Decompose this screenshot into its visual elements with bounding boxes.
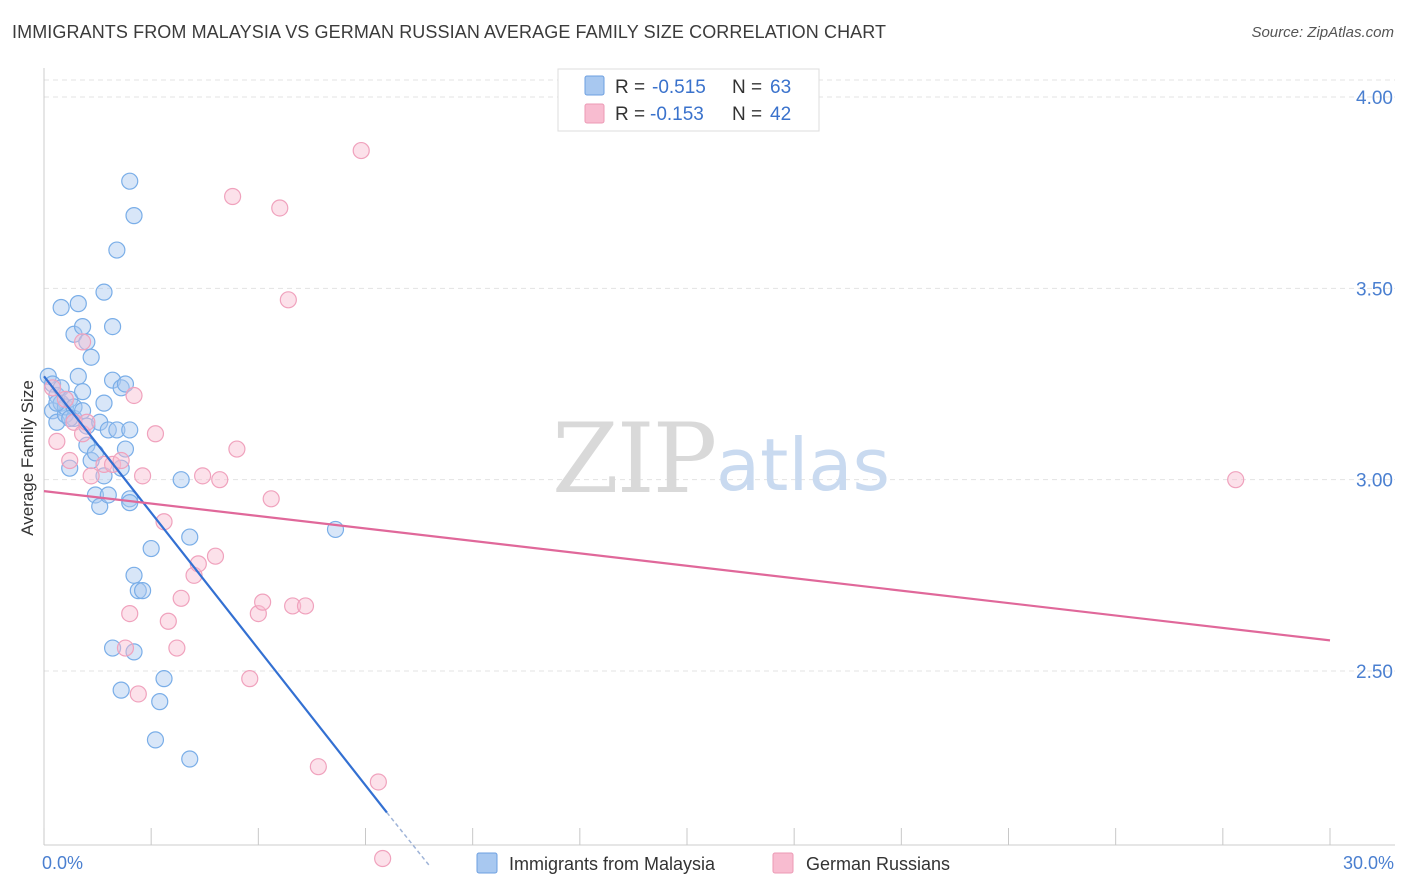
watermark-zip-text: ZIP (552, 403, 715, 515)
axes: 2.50 3.00 3.50 4.00 (43, 68, 1395, 846)
malaysia-point (121, 421, 139, 439)
source-credit: Source: ZipAtlas.com (1251, 24, 1394, 41)
german-russians-point (112, 451, 130, 470)
malaysia-point (151, 693, 169, 711)
legend-n-label-malaysia: N = (732, 77, 762, 98)
legend-r-value-malaysia: -0.515 (652, 77, 706, 98)
german-russians-point (271, 199, 289, 217)
malaysia-point (95, 283, 113, 301)
german-russians-point (352, 141, 370, 160)
y-tick-label: 2.50 (1356, 662, 1393, 683)
legend-n-label-german-russians: N = (732, 104, 762, 125)
malaysia-point (181, 528, 199, 546)
malaysia-point (146, 731, 165, 749)
malaysia-point (125, 643, 143, 661)
malaysia-trend-line (43, 375, 388, 814)
german-russians-point (228, 440, 246, 458)
german-russians-point (254, 593, 272, 611)
german-russians-point (224, 187, 242, 206)
german-russians-point (146, 425, 165, 443)
malaysia-point (116, 375, 135, 393)
german-russians-point (73, 333, 92, 351)
legend-n-value-german-russians: 42 (770, 104, 791, 125)
malaysia-point (133, 582, 152, 600)
malaysia-point (108, 421, 126, 439)
german-russians-point (369, 773, 387, 791)
series-legend: Immigrants from Malaysia German Russians (476, 852, 950, 874)
malaysia-point (121, 490, 139, 508)
legend-r-value-german-russians: -0.153 (650, 104, 704, 125)
german-russians-point (121, 604, 139, 623)
malaysia-point (73, 383, 92, 401)
german-russians-point (284, 597, 302, 615)
malaysia-point (121, 172, 139, 190)
y-tick-label: 3.50 (1356, 279, 1393, 300)
trend-lines (43, 375, 1331, 867)
malaysia-point (129, 582, 147, 600)
y-tick-label: 4.00 (1356, 88, 1393, 109)
german-russians-point (206, 547, 225, 565)
watermark: ZIP atlas (552, 403, 890, 515)
malaysia-point (99, 486, 117, 504)
malaysia-point (95, 394, 113, 412)
chart-title: IMMIGRANTS FROM MALAYSIA VS GERMAN RUSSI… (12, 22, 887, 42)
malaysia-point (112, 681, 130, 699)
german-russians-point (159, 612, 177, 630)
german-russians-point (61, 451, 79, 470)
german-russians-point (125, 386, 143, 405)
series-legend-swatch-malaysia (476, 852, 498, 874)
german-russians-trend-line (43, 490, 1331, 642)
german-russians-point (116, 639, 135, 657)
y-axis-label: Average Family Size (18, 380, 37, 536)
german-russians-point (241, 670, 259, 688)
malaysia-point (142, 539, 160, 558)
malaysia-point (82, 348, 100, 366)
german-russians-point (48, 432, 66, 450)
malaysia-point (125, 207, 143, 225)
grid-lines (44, 79, 1395, 672)
german-russians-point (172, 589, 190, 607)
legend-n-value-malaysia: 63 (770, 77, 791, 98)
legend-swatch-malaysia (584, 75, 605, 96)
german-russians-point (262, 490, 280, 508)
y-tick-label: 3.00 (1356, 471, 1393, 492)
german-russians-point (133, 467, 152, 485)
german-russians-point (82, 467, 100, 485)
watermark-atlas-text: atlas (716, 423, 890, 507)
malaysia-point (69, 295, 87, 313)
german-russians-point (211, 471, 229, 489)
german-russians-point (129, 685, 147, 703)
german-russians-point (296, 597, 315, 615)
malaysia-point (108, 241, 126, 259)
legend-swatch-german-russians (584, 103, 605, 124)
german-russians-point (56, 390, 75, 408)
legend-r-label-german-russians: R = (615, 104, 645, 125)
x-tick-label-min: 0.0% (42, 853, 83, 873)
malaysia-point (52, 298, 70, 317)
malaysia-point (103, 639, 122, 657)
malaysia-point (69, 367, 87, 385)
series-legend-label-german-russians: German Russians (806, 854, 950, 874)
legend-r-label-malaysia: R = (615, 77, 645, 98)
malaysia-point (125, 566, 143, 584)
german-russians-point (374, 849, 392, 868)
malaysia-point (103, 318, 122, 336)
german-russians-point (279, 291, 297, 309)
malaysia-point (172, 471, 190, 489)
x-tick-label-max: 30.0% (1343, 853, 1394, 873)
series-legend-swatch-german-russians (772, 852, 794, 874)
correlation-legend: R = -0.515 N = 63 R = -0.153 N = 42 (557, 68, 820, 132)
german-russians-point (309, 758, 327, 776)
malaysia-trend-extension (386, 812, 431, 867)
german-russians-point (1227, 471, 1245, 489)
german-russians-point (168, 639, 186, 657)
malaysia-point (73, 318, 92, 336)
malaysia-point (181, 750, 199, 768)
series-legend-label-malaysia: Immigrants from Malaysia (509, 854, 716, 874)
malaysia-point (155, 670, 173, 688)
german-russians-point (194, 467, 212, 485)
